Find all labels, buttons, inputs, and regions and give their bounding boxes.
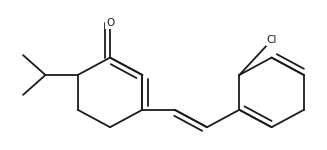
Text: Cl: Cl xyxy=(267,35,277,45)
Text: O: O xyxy=(106,18,114,28)
